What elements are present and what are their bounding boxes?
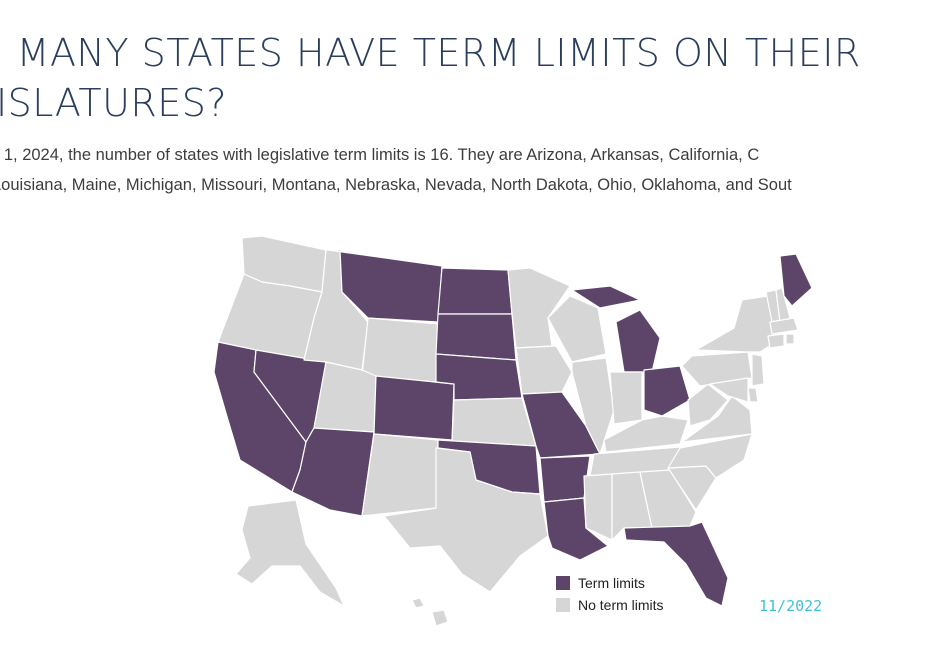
state-va — [681, 395, 753, 443]
state-oh — [643, 365, 691, 417]
legend-item-no-term-limits: No term limits — [556, 594, 664, 616]
legend-label-no-term-limits: No term limits — [578, 597, 664, 613]
state-co — [373, 375, 455, 441]
state-ga — [639, 469, 697, 529]
state-hi — [411, 597, 449, 627]
map-legend: Term limits No term limits — [556, 572, 664, 616]
date-stamp: 11/2022 — [759, 597, 823, 615]
state-nh — [775, 287, 791, 323]
state-ct — [767, 333, 785, 349]
state-nm — [361, 433, 439, 517]
legend-item-term-limits: Term limits — [556, 572, 664, 594]
state-ia — [515, 345, 573, 395]
state-tx — [383, 447, 549, 593]
page-title: W MANY STATES HAVE TERM LIMITS ON THEIR … — [0, 28, 861, 128]
legend-swatch-no-term-limits — [556, 598, 570, 612]
intro-line-1: nuary 1, 2024, the number of states with… — [0, 146, 760, 164]
state-pa — [681, 351, 753, 387]
state-md — [709, 377, 749, 403]
state-la — [543, 497, 609, 561]
state-mi — [571, 285, 661, 373]
state-ky — [603, 415, 689, 453]
state-ma — [769, 317, 799, 335]
state-wy — [361, 317, 439, 383]
legend-swatch-term-limits — [556, 576, 570, 590]
page-title-line-2: GISLATURES? — [0, 81, 228, 125]
intro-paragraph: nuary 1, 2024, the number of states with… — [0, 140, 792, 200]
state-ks — [451, 397, 537, 447]
state-de — [747, 387, 759, 403]
state-nj — [751, 353, 765, 387]
state-fl — [623, 521, 729, 607]
state-ak — [235, 499, 345, 607]
intro-line-2: Louisiana, Maine, Michigan, Missouri, Mo… — [0, 176, 792, 194]
page-title-line-1: W MANY STATES HAVE TERM LIMITS ON THEIR — [0, 31, 861, 75]
state-sd — [435, 313, 517, 361]
state-wv — [687, 383, 729, 427]
state-in — [609, 371, 643, 425]
state-wi — [547, 295, 607, 363]
state-ny — [695, 295, 777, 353]
state-ar — [539, 455, 591, 503]
legend-label-term-limits: Term limits — [578, 575, 645, 591]
state-ri — [785, 333, 795, 345]
state-me — [779, 253, 813, 307]
state-mn — [507, 267, 571, 349]
state-nd — [437, 267, 513, 315]
